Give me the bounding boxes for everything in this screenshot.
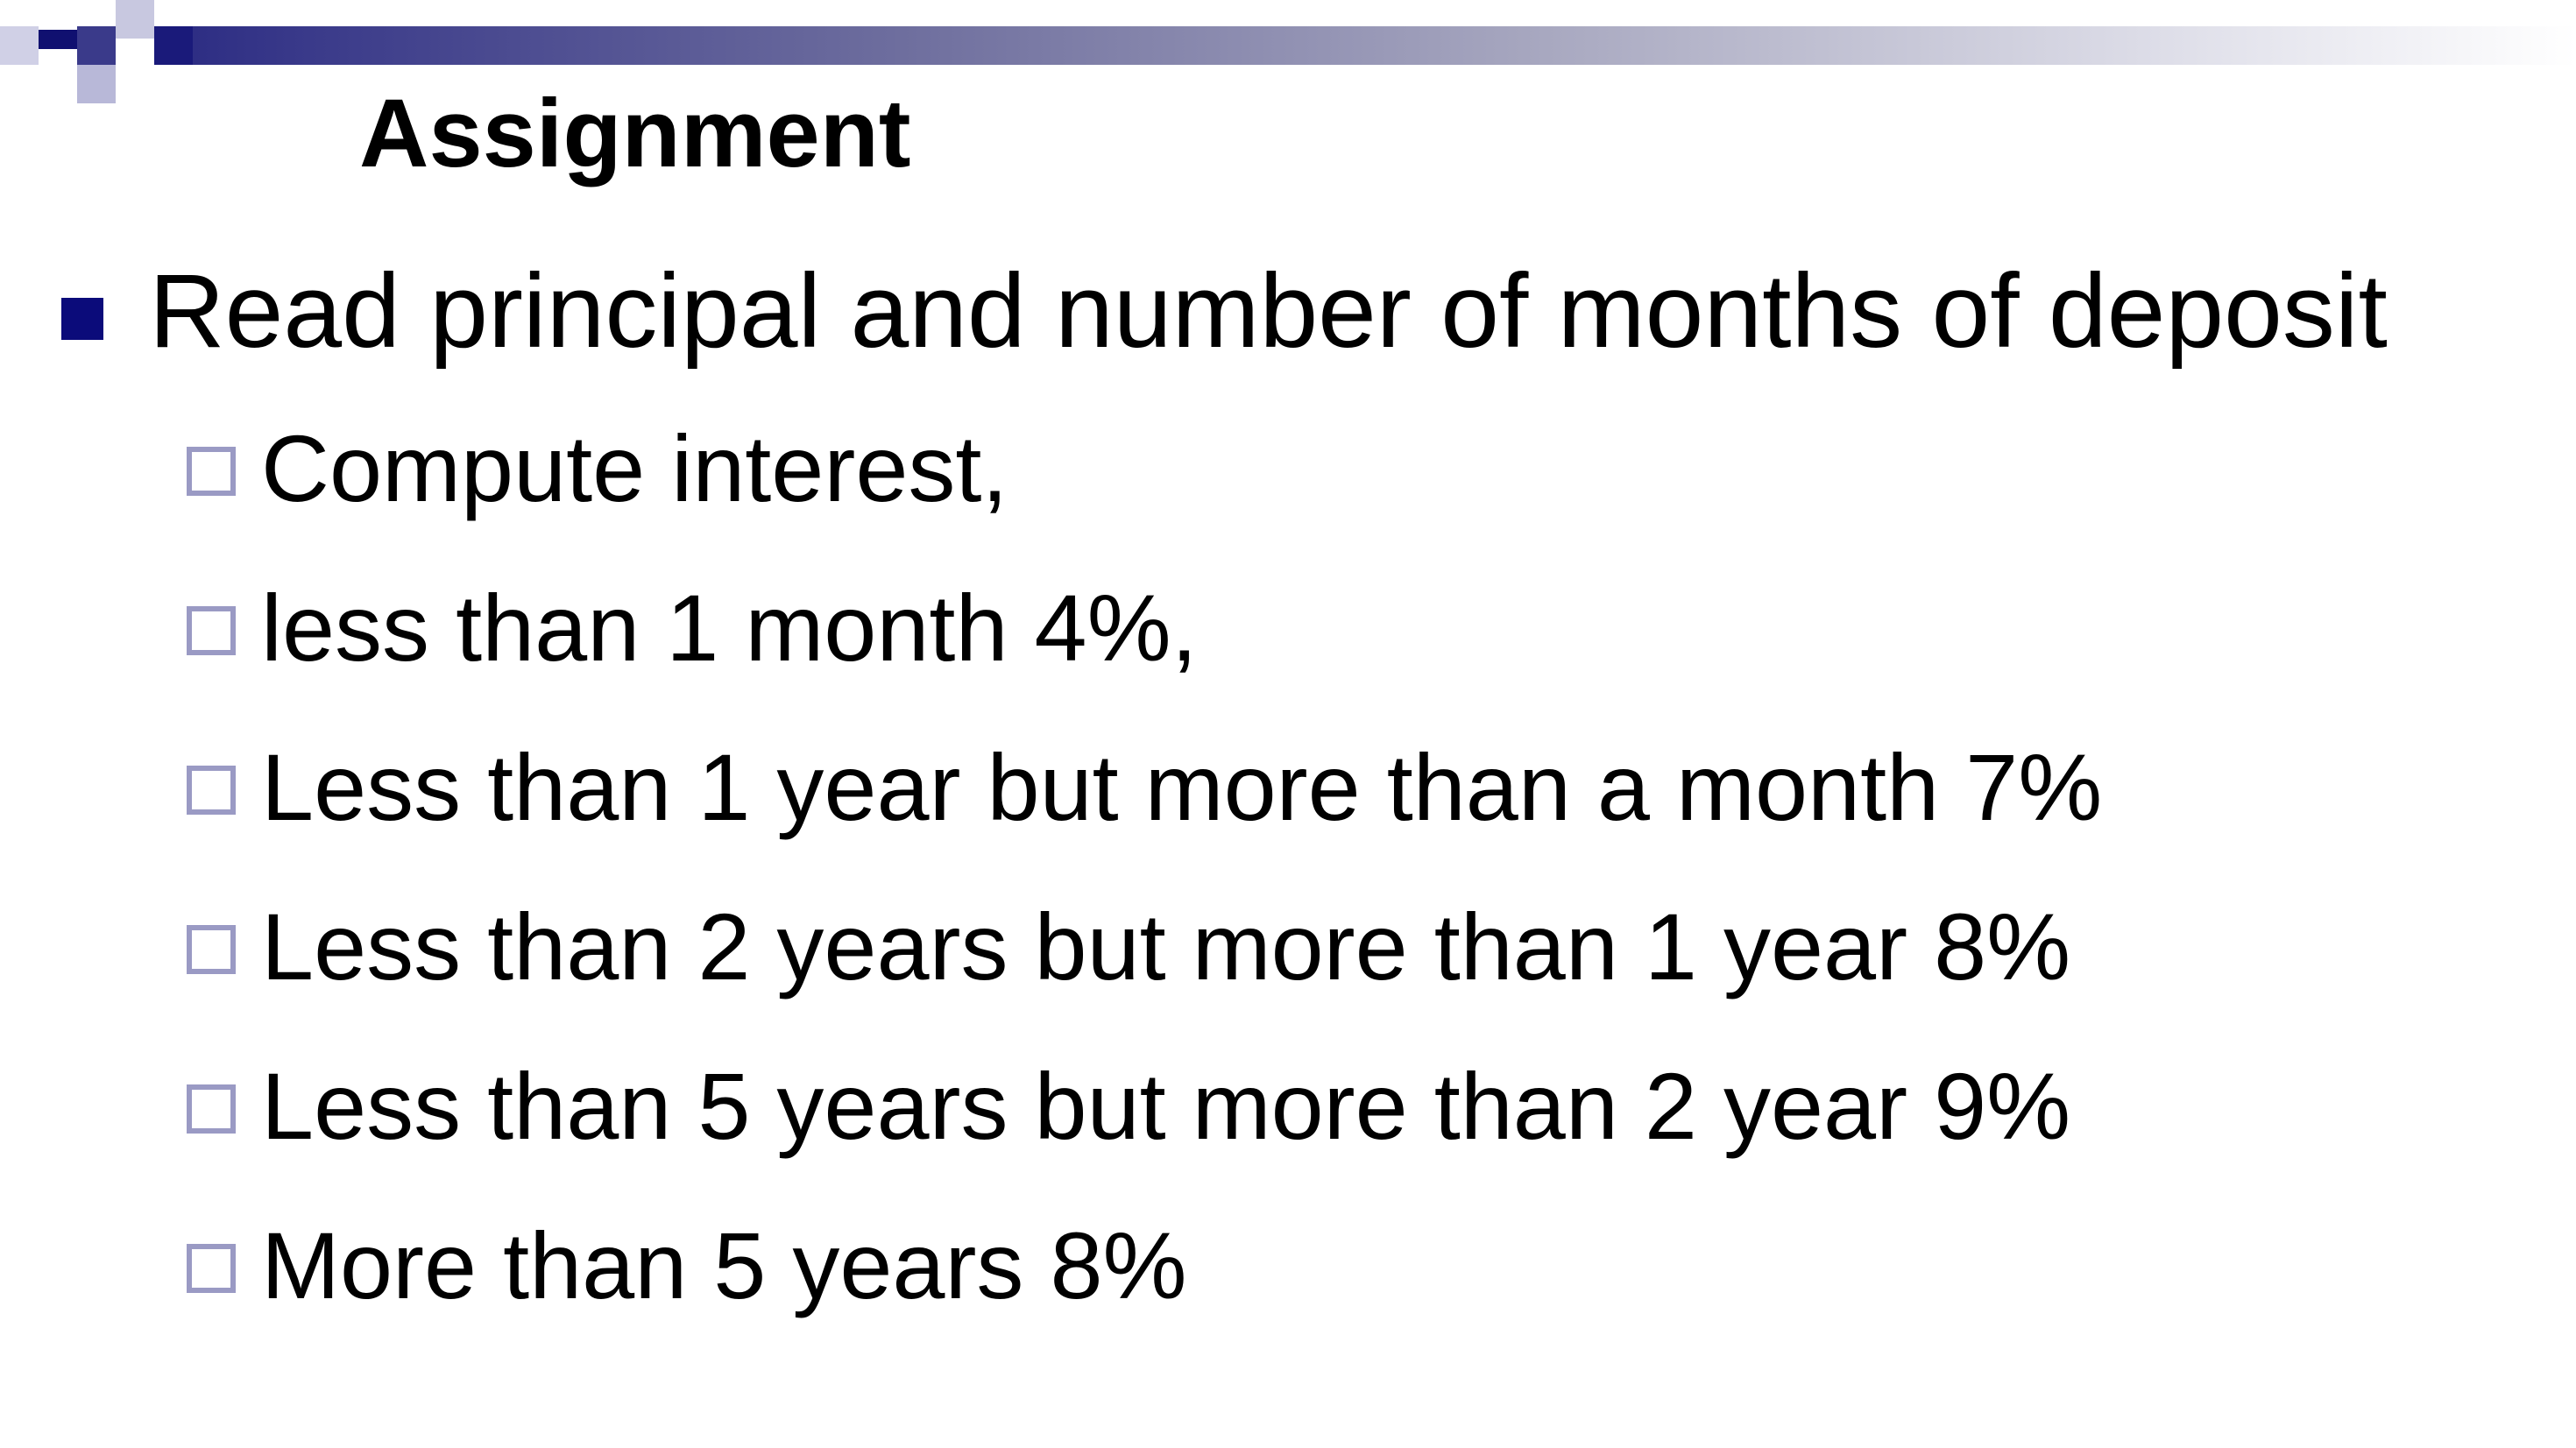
- hollow-square-bullet-icon: [187, 606, 236, 655]
- sub-bullet-text: Less than 5 years but more than 2 year 9…: [261, 1053, 2071, 1159]
- sub-bullet-text: Less than 2 years but more than 1 year 8…: [261, 894, 2071, 999]
- hollow-square-bullet-icon: [187, 766, 236, 815]
- hollow-square-bullet-icon: [187, 925, 236, 974]
- decor-square: [154, 26, 193, 65]
- slide-title: Assignment: [359, 80, 911, 187]
- list-item: Less than 2 years but more than 1 year 8…: [0, 890, 2576, 1049]
- main-bullet-item: Read principal and number of months of d…: [0, 250, 2576, 372]
- sub-bullet-text: Compute interest,: [261, 415, 1008, 521]
- hollow-square-bullet-icon: [187, 1244, 236, 1293]
- square-bullet-icon: [61, 298, 103, 340]
- decor-square: [77, 26, 116, 65]
- decor-square: [39, 30, 77, 49]
- list-item: Less than 1 year but more than a month 7…: [0, 731, 2576, 890]
- decor-square: [0, 26, 39, 65]
- sub-bullet-text: Less than 1 year but more than a month 7…: [261, 734, 2103, 840]
- list-item: Less than 5 years but more than 2 year 9…: [0, 1049, 2576, 1209]
- sub-bullet-list: Compute interest, less than 1 month 4%, …: [0, 412, 2576, 1368]
- sub-bullet-text: More than 5 years 8%: [261, 1212, 1187, 1318]
- list-item: less than 1 month 4%,: [0, 571, 2576, 731]
- decor-square: [0, 65, 39, 103]
- sub-bullet-text: less than 1 month 4%,: [261, 575, 1198, 681]
- hollow-square-bullet-icon: [187, 1084, 236, 1134]
- gradient-band: [0, 26, 2576, 65]
- decor-square: [116, 0, 154, 39]
- hollow-square-bullet-icon: [187, 447, 236, 496]
- list-item: More than 5 years 8%: [0, 1209, 2576, 1368]
- main-bullet-text: Read principal and number of months of d…: [149, 252, 2388, 370]
- decor-square: [116, 39, 154, 65]
- list-item: Compute interest,: [0, 412, 2576, 571]
- decor-square: [77, 65, 116, 103]
